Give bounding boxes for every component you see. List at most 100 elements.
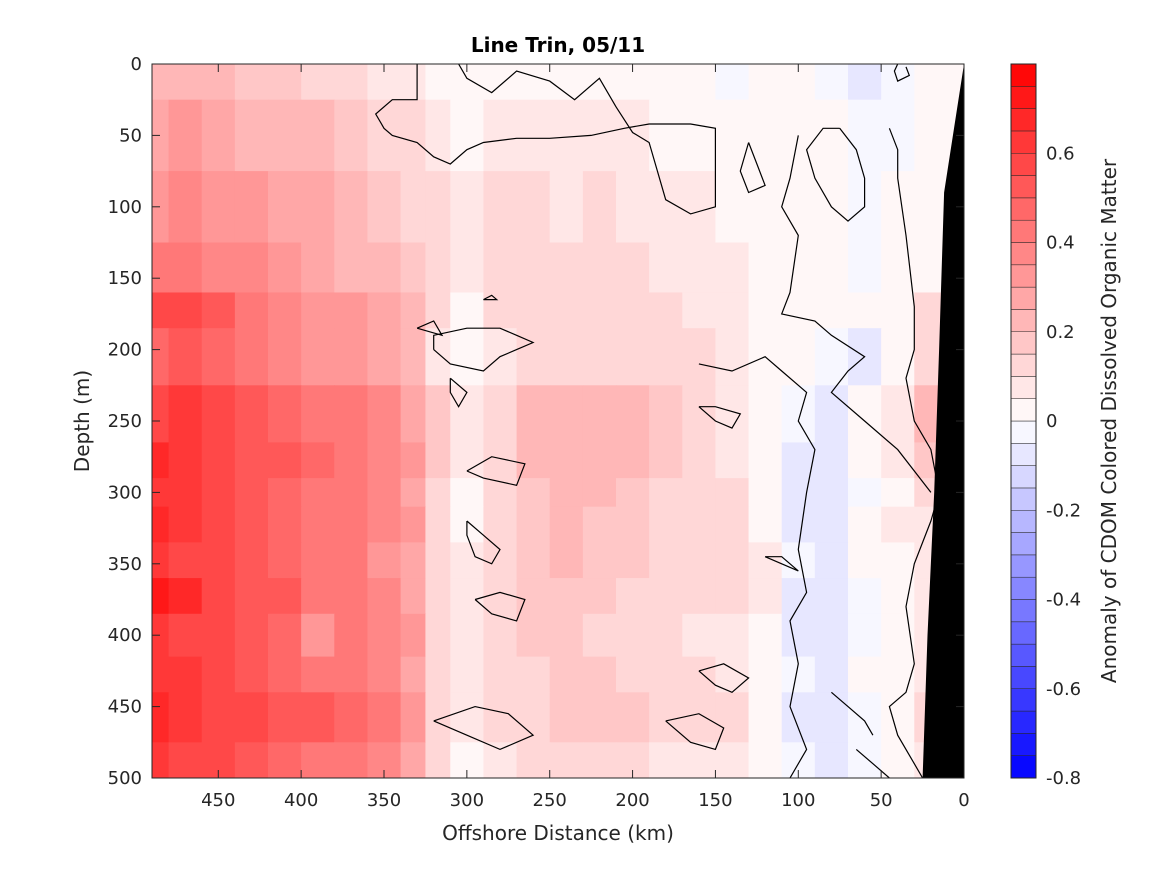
heatmap-cell [201,292,236,329]
heatmap-cell [616,506,650,543]
zero-contour-line [780,135,932,493]
zero-contour-line [855,748,890,778]
heatmap-cell [748,171,783,244]
heatmap-cell [201,99,236,172]
y-tick-label: 300 [108,482,142,503]
heatmap-cell [649,171,683,244]
heatmap-cell [814,742,849,778]
heatmap-cell [483,506,518,543]
heatmap-cell [582,242,617,294]
colorbar: 0.6 0.4 0.2 0 -0.2 -0.4 -0.6 -0.8 [1010,63,1081,789]
colorbar-tick-label: -0.6 [1046,679,1081,700]
heatmap-cell [301,542,335,579]
zero-contour-line [466,456,526,486]
heatmap-cell [582,742,617,778]
zero-contour-line [698,356,816,778]
heatmap-cell [483,171,518,244]
heatmap-cell [301,742,335,778]
heatmap-cell [616,478,650,508]
heatmap-cell [301,242,335,294]
heatmap-cell [152,613,170,658]
heatmap-cell [450,613,485,658]
heatmap-cell [582,656,617,693]
heatmap-cell [516,478,551,508]
zero-contour-line [433,327,535,372]
heatmap-cell [425,171,451,244]
heatmap-cell [649,64,683,101]
heatmap-cell [848,442,882,479]
colorbar-swatch [1010,175,1037,199]
heatmap-cell [516,242,551,294]
zero-contour-line [474,591,526,622]
colorbar-swatch [1010,755,1037,779]
zero-contour-line [764,556,799,572]
x-axis: 450 400 350 300 250 200 150 100 50 0 [201,64,970,811]
y-tick-label: 350 [108,554,142,575]
heatmap-cell [549,292,584,329]
heatmap-cell [582,171,617,244]
x-tick-label: 300 [450,790,484,811]
colorbar-swatch [1010,130,1037,154]
heatmap-cell [649,99,683,172]
heatmap-cell [881,64,915,101]
colorbar-swatch [1010,443,1037,466]
colorbar-swatch [1010,376,1037,399]
heatmap-cell [748,506,783,543]
heatmap-cell [781,656,816,693]
heatmap-cell [748,442,783,479]
heatmap-cell [814,506,849,543]
heatmap-cell [848,64,882,101]
heatmap-cell [400,692,427,743]
heatmap-cell [781,506,816,543]
heatmap-cell [425,542,451,579]
zero-contour-line [805,127,866,222]
heatmap-cell [549,242,584,294]
heatmap-cell [516,328,551,386]
heatmap-cell [881,742,915,778]
heatmap-cell [425,478,451,508]
heatmap-cell [483,613,518,658]
heatmap-cell [616,692,650,743]
x-tick-label: 100 [781,790,815,811]
heatmap-cell [168,385,203,444]
heatmap-cell [516,742,551,778]
heatmap-cell [649,506,683,543]
heatmap-cell [400,742,427,778]
heatmap-cell [152,242,170,294]
y-axis: 0 50 100 150 200 250 300 350 400 450 500 [108,54,964,789]
heatmap-cell [301,478,335,508]
heatmap-cell [715,613,750,658]
colorbar-swatch [1010,688,1037,712]
heatmap-cell [450,578,485,615]
heatmap-cell [168,292,203,329]
heatmap-cell [682,442,717,479]
heatmap-cell [616,578,650,615]
heatmap-cell [301,99,335,172]
x-tick-label: 400 [284,790,318,811]
heatmap-cell [334,578,369,615]
heatmap-cell [400,171,427,244]
heatmap-cell [582,292,617,329]
colorbar-swatch [1010,621,1037,645]
heatmap-cell [301,385,335,444]
heatmap-cell [516,171,551,244]
heatmap-cell [268,242,302,294]
heatmap-cell [400,613,427,658]
heatmap-cell [549,578,584,615]
heatmap-cell [582,578,617,615]
heatmap-cell [450,442,485,479]
heatmap-cell [425,242,451,294]
heatmap-cell [483,478,518,508]
heatmap-cell [201,656,236,693]
heatmap-cell [715,171,750,244]
heatmap-cell [334,328,369,386]
heatmap-cell [881,292,915,329]
heatmap-cell [334,171,369,244]
colorbar-swatch [1010,710,1037,734]
heatmap-cell [201,171,236,244]
heatmap-cell [781,328,816,386]
heatmap-cell [152,64,170,101]
heatmap-cell [425,328,451,386]
heatmap-cell [616,171,650,244]
heatmap-cell [201,442,236,479]
